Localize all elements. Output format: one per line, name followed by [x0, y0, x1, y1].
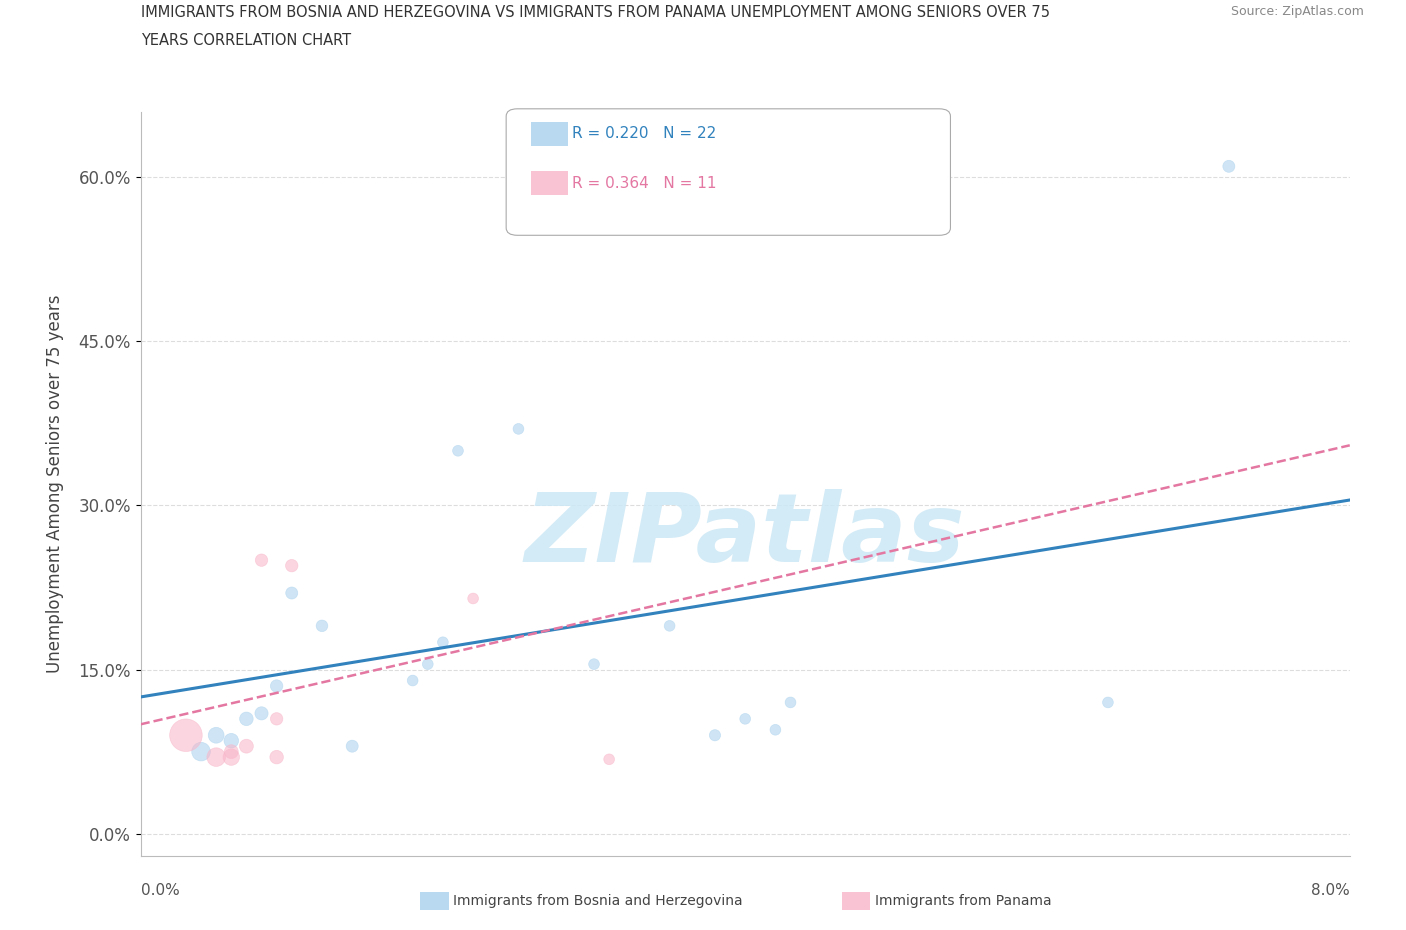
Point — [266, 679, 288, 694]
Point — [598, 751, 620, 766]
Text: 0.0%: 0.0% — [141, 883, 180, 898]
Point — [219, 750, 243, 764]
Point — [447, 444, 470, 458]
Text: R = 0.220   N = 22: R = 0.220 N = 22 — [572, 126, 717, 141]
Point — [311, 618, 333, 633]
Text: 8.0%: 8.0% — [1310, 883, 1350, 898]
Point — [219, 733, 243, 748]
Point — [734, 711, 756, 726]
Text: IMMIGRANTS FROM BOSNIA AND HERZEGOVINA VS IMMIGRANTS FROM PANAMA UNEMPLOYMENT AM: IMMIGRANTS FROM BOSNIA AND HERZEGOVINA V… — [141, 5, 1050, 20]
Point — [250, 552, 273, 567]
Point — [402, 673, 425, 688]
Point — [235, 711, 257, 726]
Point — [508, 421, 530, 436]
Point — [266, 711, 288, 726]
Y-axis label: Unemployment Among Seniors over 75 years: Unemployment Among Seniors over 75 years — [46, 295, 65, 672]
Point — [704, 728, 727, 743]
Point — [281, 558, 304, 573]
Point — [190, 744, 212, 759]
Text: YEARS CORRELATION CHART: YEARS CORRELATION CHART — [141, 33, 350, 47]
Point — [1218, 159, 1240, 174]
Point — [432, 635, 454, 650]
Point — [281, 586, 304, 601]
Point — [583, 657, 606, 671]
Point — [658, 618, 681, 633]
Point — [342, 738, 364, 753]
Point — [250, 706, 273, 721]
Point — [266, 750, 288, 764]
Text: Source: ZipAtlas.com: Source: ZipAtlas.com — [1230, 5, 1364, 18]
Point — [1097, 695, 1119, 710]
Text: Immigrants from Panama: Immigrants from Panama — [875, 894, 1052, 909]
Point — [779, 695, 801, 710]
Point — [219, 744, 243, 759]
Point — [416, 657, 439, 671]
Text: Immigrants from Bosnia and Herzegovina: Immigrants from Bosnia and Herzegovina — [453, 894, 742, 909]
Text: ZIPatlas: ZIPatlas — [524, 489, 966, 582]
Point — [235, 738, 257, 753]
Text: R = 0.364   N = 11: R = 0.364 N = 11 — [572, 176, 717, 191]
Point — [205, 750, 228, 764]
Point — [174, 728, 197, 743]
Point — [765, 723, 787, 737]
Point — [461, 591, 484, 606]
Point — [205, 728, 228, 743]
